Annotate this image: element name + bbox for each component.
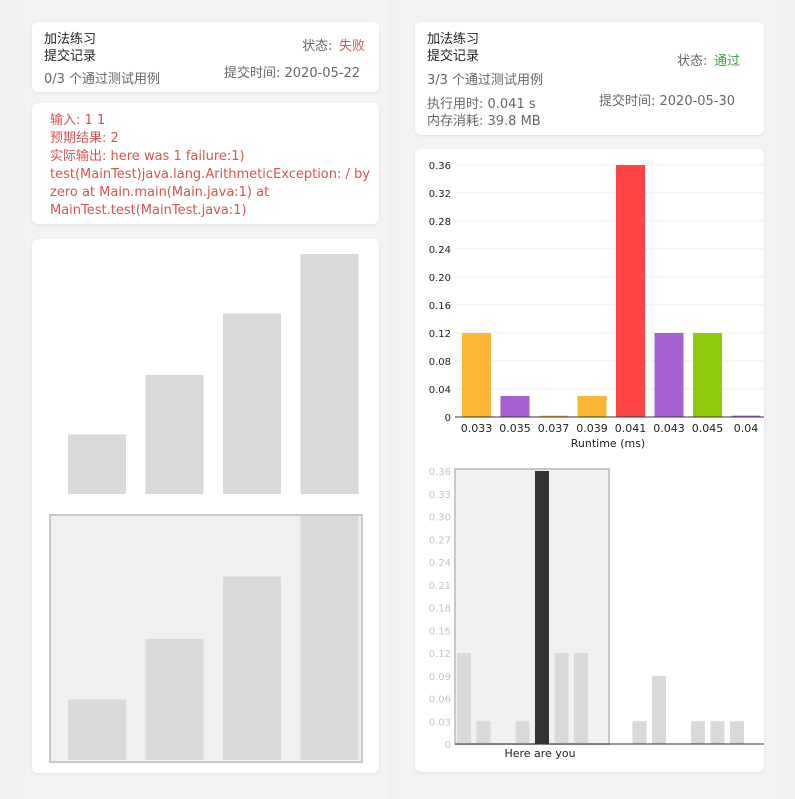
- y-tick-label: 0.04: [429, 385, 451, 396]
- y-tick-label: 0.28: [429, 217, 451, 228]
- x-axis-title: Runtime (ms): [571, 437, 645, 450]
- loading-placeholder-chart: [49, 254, 363, 763]
- overview-y-tick-label: 0.15: [429, 626, 451, 637]
- problem-title: 加法练习: [44, 32, 97, 47]
- overview-bar: [632, 721, 647, 744]
- current-submission-bar: [535, 471, 549, 744]
- overview-y-tick-label: 0.09: [429, 672, 451, 683]
- y-tick-label: 0.32: [429, 189, 451, 200]
- x-tick-label: 0.045: [692, 422, 724, 435]
- status-badge: 失败: [339, 39, 366, 54]
- y-tick-label: 0.16: [429, 301, 451, 312]
- runtime-bar-0.033: [462, 333, 491, 417]
- submit-time: 提交时间: 2020-05-30: [599, 94, 736, 109]
- status-label: 状态:: [677, 54, 708, 69]
- runtime-bar-0.037: [539, 415, 568, 417]
- overview-y-tick-label: 0.36: [429, 467, 451, 478]
- x-tick-label: 0.041: [615, 422, 647, 435]
- overview-y-tick-label: 0.27: [429, 535, 451, 546]
- overview-y-tick-label: 0: [445, 740, 451, 751]
- runtime-bar-0.041: [616, 165, 645, 417]
- submission-subtitle: 提交记录: [44, 49, 97, 64]
- error-actual: 实际输出: here was 1 failure:1) test(MainTes…: [50, 149, 370, 218]
- status-label: 状态:: [302, 39, 333, 54]
- overview-bar: [457, 653, 471, 744]
- overview-bar: [574, 653, 588, 744]
- x-tick-label: 0.037: [538, 422, 570, 435]
- left-panel: 加法练习 提交记录 0/3 个通过测试用例 状态: 失败 提交时间: 2020-…: [25, 0, 389, 799]
- y-tick-label: 0: [445, 413, 451, 424]
- overview-y-tick-label: 0.24: [429, 558, 451, 569]
- overview-y-tick-label: 0.21: [429, 581, 451, 592]
- overview-y-tick-label: 0.18: [429, 604, 451, 615]
- y-tick-label: 0.12: [429, 329, 451, 340]
- overview-bar: [515, 721, 530, 744]
- test-count: 0/3 个通过测试用例: [44, 72, 161, 87]
- runtime-bar-0.04: [731, 415, 761, 417]
- runtime-bar-0.035: [500, 396, 530, 417]
- placeholder-bar: [223, 576, 281, 760]
- error-expected: 预期结果: 2: [50, 131, 119, 146]
- y-tick-label: 0.20: [429, 273, 451, 284]
- overview-bar: [691, 721, 705, 744]
- runtime-distribution-chart: 0 0.04 0.08 0.12 0.16 0.20 0.24 0.28 0.32 0.36 0.…: [429, 161, 764, 760]
- test-count: 3/3 个通过测试用例: [427, 73, 544, 88]
- runtime-value: 执行用时: 0.041 s: [427, 97, 536, 112]
- problem-title: 加法练习: [427, 32, 480, 47]
- x-tick-label: 0.035: [499, 422, 531, 435]
- loading-chart-card: [32, 239, 379, 773]
- overview-bar: [710, 721, 725, 744]
- error-input: 输入: 1 1: [50, 113, 106, 128]
- placeholder-bar: [300, 254, 359, 494]
- overview-y-tick-label: 0.30: [429, 513, 451, 524]
- placeholder-bar: [300, 516, 359, 760]
- runtime-bar-0.043: [654, 333, 684, 417]
- overview-bar: [476, 721, 491, 744]
- overview-y-tick-label: 0.03: [429, 717, 451, 728]
- x-tick-label: 0.043: [653, 422, 685, 435]
- runtime-bar-0.045: [693, 333, 722, 417]
- y-tick-label: 0.36: [429, 161, 451, 172]
- submit-time: 提交时间: 2020-05-22: [224, 66, 361, 81]
- overview-y-tick-label: 0.33: [429, 490, 451, 501]
- status-badge: 通过: [714, 54, 741, 69]
- overview-bar: [652, 675, 666, 744]
- y-tick-label: 0.24: [429, 245, 451, 256]
- placeholder-bar: [68, 699, 126, 760]
- placeholder-bar: [68, 434, 126, 494]
- placeholder-bar: [223, 313, 281, 494]
- overview-bar: [730, 721, 744, 744]
- placeholder-bar: [145, 638, 204, 760]
- y-tick-label: 0.08: [429, 357, 451, 368]
- submission-card-left[interactable]: 加法练习 提交记录 0/3 个通过测试用例 状态: 失败 提交时间: 2020-…: [32, 22, 379, 92]
- overview-bar: [554, 653, 569, 744]
- x-tick-label: 0.033: [461, 422, 493, 435]
- submission-subtitle: 提交记录: [427, 49, 480, 64]
- right-panel: 加法练习 提交记录 3/3 个通过测试用例 执行用时: 0.041 s 内存消耗…: [406, 0, 770, 799]
- memory-value: 内存消耗: 39.8 MB: [427, 114, 541, 129]
- position-annotation: Here are you: [504, 747, 575, 760]
- overview-y-tick-label: 0.12: [429, 649, 451, 660]
- runtime-chart-card: 0 0.04 0.08 0.12 0.16 0.20 0.24 0.28 0.32 0.36 0.…: [415, 149, 764, 772]
- x-tick-label: 0.039: [576, 422, 608, 435]
- overview-y-tick-label: 0.06: [429, 695, 451, 706]
- submission-card-right[interactable]: 加法练习 提交记录 3/3 个通过测试用例 执行用时: 0.041 s 内存消耗…: [415, 22, 764, 135]
- runtime-bar-0.039: [577, 396, 607, 417]
- placeholder-bar: [145, 374, 204, 494]
- x-tick-label: 0.04: [734, 422, 759, 435]
- error-output-card: 输入: 1 1 预期结果: 2 实际输出: here was 1 failure…: [32, 103, 379, 224]
